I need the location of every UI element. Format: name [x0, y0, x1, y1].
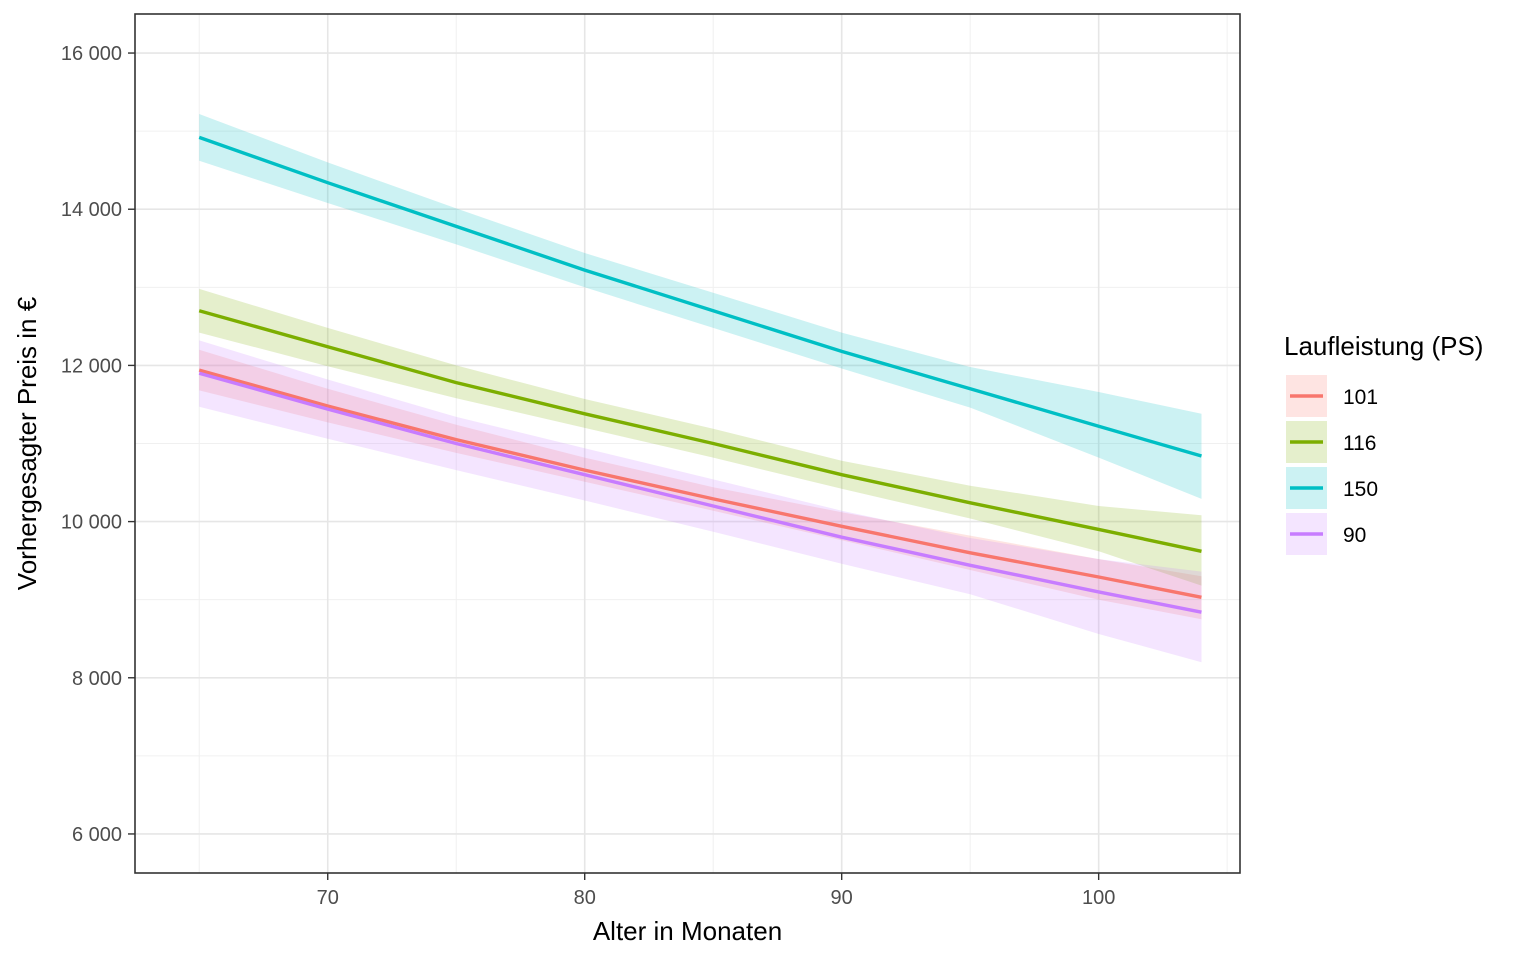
legend-title: Laufleistung (PS): [1284, 331, 1483, 361]
axes: 70 80 90 100 6 000 8 000 10 000 12 000 14 000 16 …: [61, 13, 1241, 909]
x-axis-title: Alter in Monaten: [593, 916, 782, 946]
band-116: [199, 288, 1202, 586]
legend: Laufleistung (PS) 101 116 150 90: [1284, 331, 1483, 555]
line-116: [198, 309, 1202, 553]
y-tick-label: 16 000: [61, 43, 122, 65]
grid: [135, 14, 1240, 873]
x-tick-label: 90: [831, 887, 853, 909]
band-101: [199, 349, 1202, 620]
x-tick-label: 70: [317, 887, 339, 909]
x-tick-label: 100: [1082, 887, 1115, 909]
legend-label-90: 90: [1343, 524, 1366, 547]
y-tick-label: 6 000: [72, 824, 122, 846]
panel-border: [134, 13, 1241, 874]
y-tick-label: 10 000: [61, 512, 122, 534]
legend-label-101: 101: [1343, 386, 1378, 409]
legend-label-150: 150: [1343, 478, 1378, 501]
x-tick-label: 80: [574, 887, 596, 909]
y-tick-label: 8 000: [72, 668, 122, 690]
series-lines: [198, 135, 1202, 614]
line-90: [198, 371, 1202, 614]
y-tick-label: 14 000: [61, 199, 122, 221]
line-150: [198, 135, 1202, 458]
legend-label-116: 116: [1343, 432, 1376, 455]
y-tick-label: 12 000: [61, 355, 122, 377]
y-axis-title: Vorhergesagter Preis in €: [12, 296, 42, 590]
line-101: [198, 368, 1202, 599]
